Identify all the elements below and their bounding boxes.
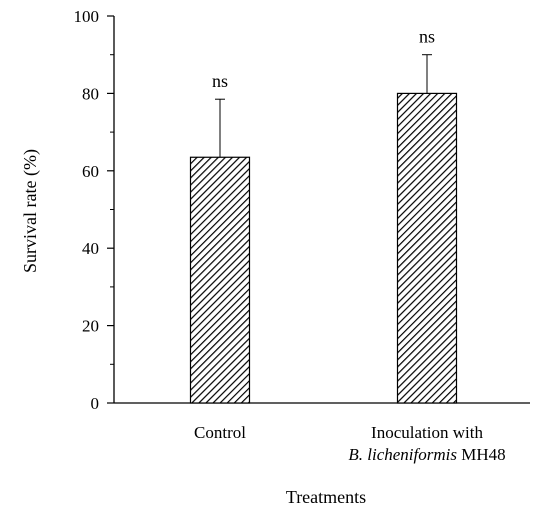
significance-label: ns [419,27,435,47]
x-category-label-part: Control [194,423,246,442]
y-axis-title: Survival rate (%) [20,149,41,273]
y-tick-label: 20 [82,317,99,336]
y-tick-label: 0 [91,394,100,413]
bar [189,156,251,404]
significance-label: ns [212,71,228,91]
y-tick-label: 80 [82,84,99,103]
plot-area: 0 20 40 60 80 100 ns ns Control Inoculation with B… [74,7,530,464]
x-category-label: Inoculation with B. licheniformis MH48 [348,423,505,464]
x-category-label-part: B. licheniformis [348,445,457,464]
x-category-label-part: MH48 [457,445,506,464]
x-category-label-part: Inoculation with [371,423,483,442]
bar [396,92,458,404]
x-category-label: Control [194,423,246,442]
x-axis-title: Treatments [286,487,366,507]
y-tick-label: 40 [82,239,99,258]
y-tick-label: 60 [82,162,99,181]
y-tick-label: 100 [74,7,100,26]
